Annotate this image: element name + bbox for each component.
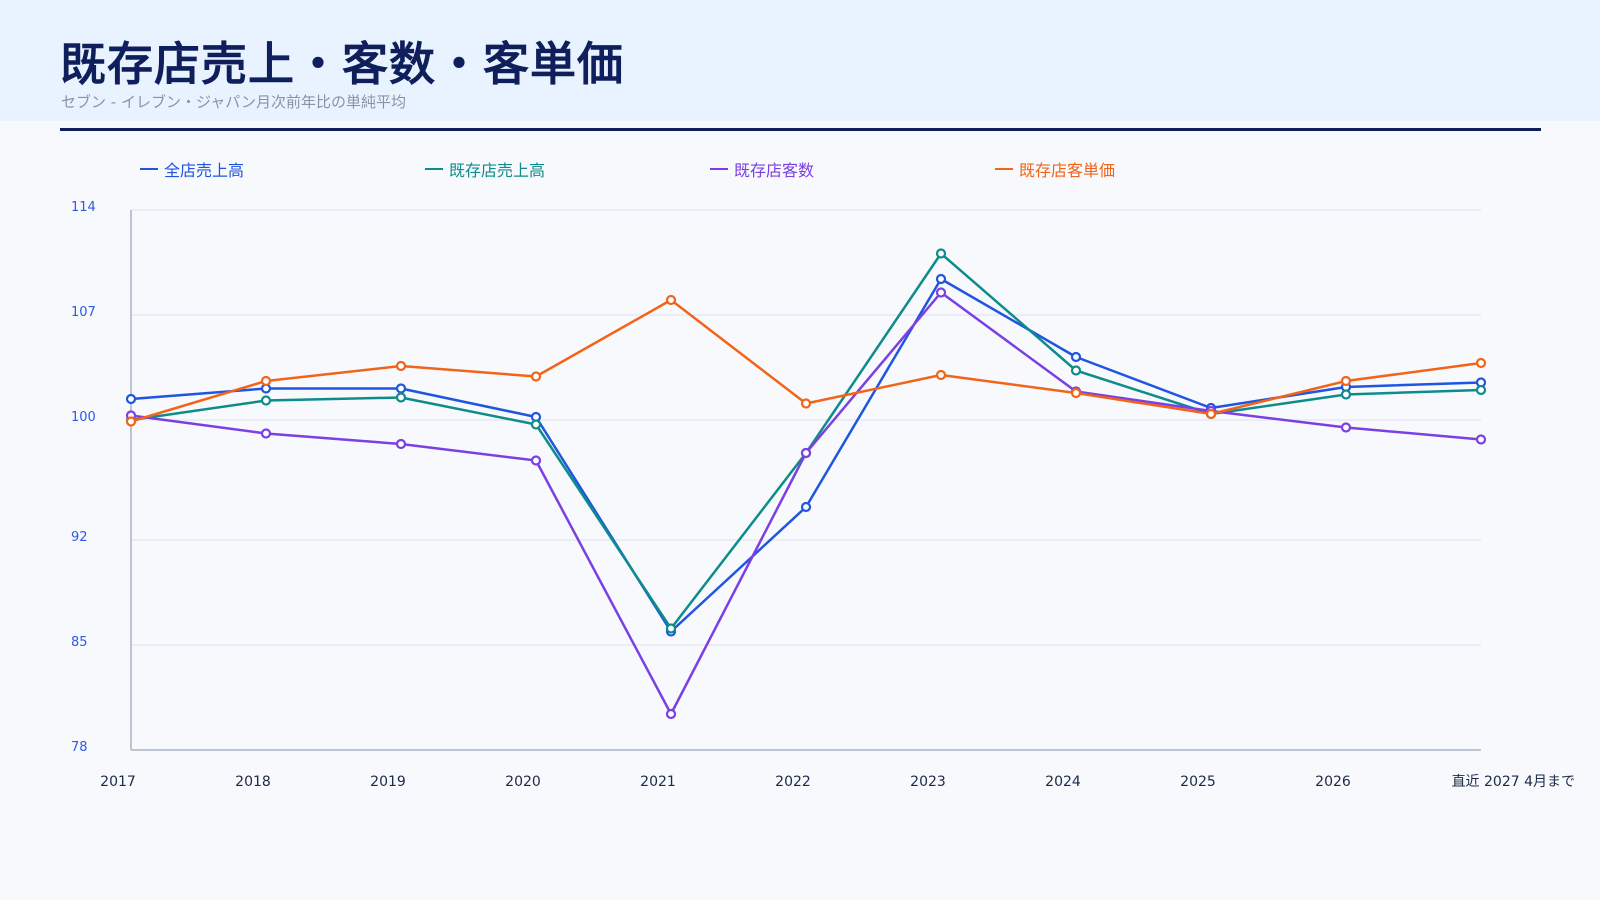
x-tick-label: 2026 bbox=[1315, 774, 1351, 790]
legend-item: 全店売上高 bbox=[140, 157, 244, 181]
y-tick-label: 78 bbox=[71, 740, 88, 755]
legend-swatch bbox=[995, 168, 1013, 170]
data-point bbox=[260, 428, 272, 439]
data-point bbox=[935, 287, 947, 298]
legend-item: 既存店客数 bbox=[710, 157, 814, 181]
x-tick-label: 2023 bbox=[910, 774, 946, 790]
page-subtitle: セブン - イレブン・ジャパン月次前年比の単純平均 bbox=[61, 93, 406, 111]
y-tick-label: 100 bbox=[71, 410, 96, 425]
legend-label: 既存店客単価 bbox=[1019, 161, 1116, 180]
data-point bbox=[395, 360, 407, 372]
data-point bbox=[1340, 422, 1352, 433]
x-tick-label: 2019 bbox=[370, 774, 406, 790]
data-point bbox=[800, 501, 812, 513]
legend-label: 既存店客数 bbox=[734, 161, 815, 180]
legend-swatch bbox=[140, 168, 158, 170]
y-tick-label: 85 bbox=[71, 635, 88, 650]
y-tick-label: 107 bbox=[71, 305, 96, 320]
legend-label: 全店売上高 bbox=[164, 161, 245, 180]
data-point bbox=[1340, 389, 1352, 400]
x-tick-label: 2022 bbox=[775, 774, 811, 790]
x-tick-label: 2020 bbox=[505, 774, 541, 790]
legend-item: 既存店売上高 bbox=[425, 157, 545, 181]
y-tick-label: 114 bbox=[71, 200, 96, 215]
data-point bbox=[665, 623, 677, 634]
data-point bbox=[1070, 365, 1082, 376]
data-point bbox=[1070, 387, 1082, 399]
data-point bbox=[1070, 351, 1082, 363]
legend-swatch bbox=[425, 168, 443, 170]
x-tick-label: 2018 bbox=[235, 774, 271, 790]
data-point bbox=[800, 398, 812, 409]
data-point bbox=[935, 273, 947, 285]
data-point bbox=[530, 455, 542, 466]
data-point bbox=[260, 395, 272, 406]
title-divider bbox=[60, 128, 1541, 131]
data-point bbox=[800, 447, 812, 459]
header-band bbox=[0, 0, 1600, 121]
page-title: 既存店売上・客数・客単価 bbox=[60, 37, 624, 91]
legend-swatch bbox=[710, 168, 728, 170]
data-point bbox=[1340, 375, 1352, 387]
data-point bbox=[1475, 384, 1487, 396]
data-point bbox=[530, 419, 542, 430]
legend-item: 既存店客単価 bbox=[995, 157, 1115, 181]
data-point bbox=[1475, 357, 1487, 369]
data-point bbox=[935, 248, 947, 259]
x-tick-label: 2025 bbox=[1180, 774, 1216, 790]
data-point bbox=[395, 392, 407, 403]
data-point bbox=[395, 438, 407, 450]
data-point bbox=[665, 294, 677, 306]
data-point bbox=[260, 375, 272, 387]
data-point bbox=[935, 369, 947, 381]
data-point bbox=[125, 416, 137, 427]
legend-label: 既存店売上高 bbox=[449, 161, 546, 180]
data-point bbox=[125, 393, 137, 405]
data-point bbox=[1475, 434, 1487, 445]
data-point bbox=[530, 371, 542, 382]
data-point bbox=[1205, 408, 1217, 420]
y-tick-label: 92 bbox=[71, 530, 88, 545]
data-point bbox=[665, 708, 677, 720]
data-point bbox=[395, 383, 407, 394]
series-line bbox=[130, 252, 1482, 630]
x-tick-label: 2017 bbox=[100, 774, 136, 790]
x-tick-label: 2024 bbox=[1045, 774, 1081, 790]
x-tick-label: 直近 2027 4月まで bbox=[1452, 773, 1575, 790]
x-tick-label: 2021 bbox=[640, 774, 676, 790]
